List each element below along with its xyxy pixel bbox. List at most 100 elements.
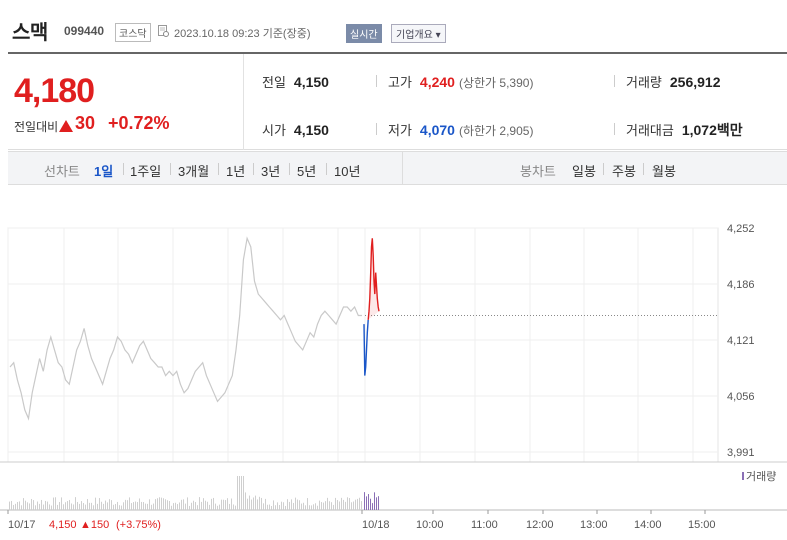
- volume-bar-prev: [361, 501, 362, 510]
- tab-5year[interactable]: 5년: [297, 164, 317, 179]
- change-percent: +0.72%: [108, 113, 170, 133]
- tab-1week[interactable]: 1주일: [130, 164, 162, 179]
- tab-1year[interactable]: 1년: [226, 164, 246, 179]
- volume-bar-prev: [17, 502, 18, 510]
- volume-bar-prev: [83, 503, 84, 510]
- volume-bar-prev: [319, 500, 320, 510]
- divider: [123, 163, 124, 175]
- volume-bar-prev: [95, 497, 96, 510]
- volume-bar-prev: [19, 501, 20, 510]
- tab-monthly-candle[interactable]: 월봉: [652, 164, 676, 179]
- volume-bar-prev: [207, 501, 208, 510]
- tab-3year[interactable]: 3년: [261, 164, 281, 179]
- prev-day-summary: 4,150 ▲150 (+3.75%): [49, 519, 161, 531]
- volume-bar-prev: [163, 498, 164, 510]
- up-triangle-icon: [59, 120, 73, 132]
- volume-bar-prev: [233, 504, 234, 510]
- volume-bar-today: [364, 492, 365, 510]
- line-chart-label: 선차트: [44, 164, 80, 179]
- volume-bar-prev: [231, 498, 232, 510]
- volume-bar-prev: [121, 505, 122, 510]
- volume-bar-prev: [47, 501, 48, 510]
- divider: [326, 163, 327, 175]
- volume-bar-prev: [77, 501, 78, 510]
- volume-bar-prev: [103, 503, 104, 510]
- volume-bar-prev: [337, 500, 338, 510]
- volume-bar-prev: [311, 505, 312, 510]
- volume-bar-prev: [129, 497, 130, 510]
- volume-bar-prev: [139, 498, 140, 510]
- volume-bar-prev: [151, 504, 152, 510]
- lower-limit: (하한가 2,905): [458, 124, 534, 138]
- divider: [376, 75, 377, 87]
- volume-bar-prev: [99, 498, 100, 510]
- x-tick-label: 10/17: [8, 519, 36, 531]
- volume-bar-prev: [69, 499, 70, 510]
- volume-bar-prev: [159, 497, 160, 510]
- volume-bar-prev: [93, 505, 94, 510]
- volume-bar-prev: [339, 501, 340, 510]
- volume-bar-prev: [155, 499, 156, 510]
- volume-bar-prev: [293, 502, 294, 510]
- volume-bar-prev: [197, 505, 198, 510]
- volume-bar-prev: [185, 503, 186, 510]
- volume-bar-prev: [145, 503, 146, 510]
- price-lines: [9, 236, 718, 421]
- open-cell: 시가 4,150: [262, 120, 329, 139]
- tab-weekly-candle[interactable]: 주봉: [612, 164, 636, 179]
- volume-bar-prev: [161, 497, 162, 510]
- volume-bar-prev: [257, 499, 258, 510]
- volume-bar-prev: [175, 502, 176, 510]
- volume-bar-prev: [25, 500, 26, 510]
- x-tick-label: 10:00: [416, 519, 444, 531]
- volume-bar-prev: [315, 503, 316, 510]
- volume-bar-prev: [165, 499, 166, 510]
- volume-bar-prev: [43, 504, 44, 510]
- high-cell: 고가 4,240 (상한가 5,390): [388, 72, 533, 91]
- today-series-up: [367, 238, 380, 320]
- current-price: 4,180: [14, 72, 95, 110]
- volume-bar-prev: [97, 503, 98, 510]
- volume-bar-prev: [91, 502, 92, 510]
- volume-bar-prev: [359, 497, 360, 510]
- realtime-button[interactable]: 실시간: [346, 24, 382, 43]
- volume-bar-prev: [27, 502, 28, 510]
- volume-bar-prev: [41, 499, 42, 510]
- company-info-dropdown[interactable]: 기업개요 ▾: [391, 24, 446, 43]
- prev-close-cell: 전일 4,150: [262, 72, 329, 91]
- volume-bar-prev: [9, 501, 10, 510]
- high-label: 고가: [388, 75, 412, 90]
- amount-value: 1,072: [681, 122, 717, 138]
- volume-bar-prev: [307, 498, 308, 510]
- volume-bar-prev: [31, 498, 32, 510]
- plot-frame: [7, 227, 719, 463]
- tab-10year[interactable]: 10년: [334, 164, 361, 179]
- stock-name: 스맥: [12, 22, 48, 44]
- divider: [218, 163, 219, 175]
- divider: [603, 163, 604, 175]
- change-label: 전일대비: [14, 120, 59, 134]
- tab-3month[interactable]: 3개월: [178, 164, 210, 179]
- tab-1day[interactable]: 1일: [94, 164, 114, 179]
- volume-bar-prev: [125, 499, 126, 510]
- volume-bar-prev: [67, 501, 68, 510]
- volume-bar-prev: [323, 502, 324, 510]
- volume-bar-prev: [33, 500, 34, 510]
- high-value: 4,240: [419, 74, 455, 90]
- volume-bar-prev: [303, 502, 304, 510]
- volume-bar-prev: [85, 504, 86, 510]
- y-tick-label: 4,186: [727, 279, 755, 291]
- volume-bar-prev: [251, 499, 252, 510]
- change-value: 30: [75, 113, 96, 133]
- volume-bar-prev: [61, 497, 62, 510]
- volume-bar-prev: [221, 499, 222, 510]
- volume-bar-prev: [57, 504, 58, 510]
- volume-label: 거래량: [626, 75, 662, 90]
- tab-daily-candle[interactable]: 일봉: [572, 164, 596, 179]
- volume-bar-prev: [345, 501, 346, 510]
- volume-bar-prev: [239, 476, 240, 510]
- volume-bar-prev: [53, 497, 54, 510]
- volume-bar-prev: [331, 502, 332, 510]
- volume-bar-prev: [259, 496, 260, 510]
